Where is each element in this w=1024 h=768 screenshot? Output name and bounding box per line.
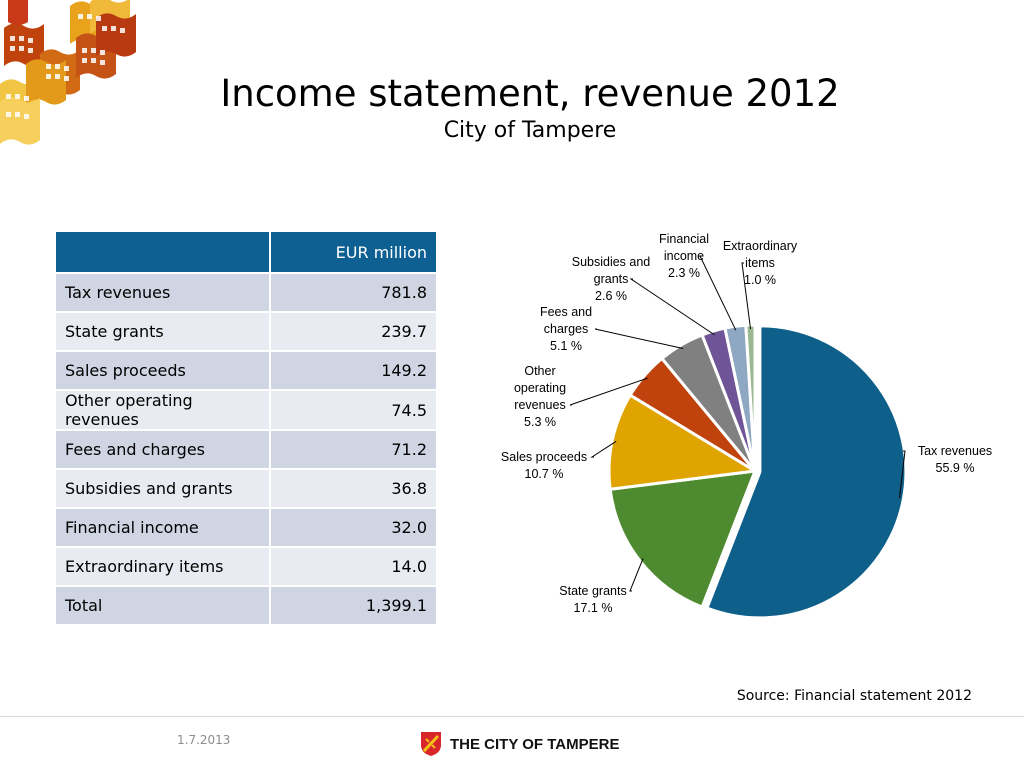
revenue-table: EUR million Tax revenues 781.8 State gra… [54, 230, 438, 626]
table-row: State grants 239.7 [54, 311, 438, 352]
pie-leader-line [629, 558, 644, 592]
row-value: 32.0 [269, 507, 438, 548]
row-label: Fees and charges [54, 429, 271, 470]
row-label: Tax revenues [54, 272, 271, 313]
pie-data-label: State grants 17.1 % [559, 584, 626, 615]
table-row: Other operating revenues 74.5 [54, 389, 438, 431]
pie-data-label: Financial income 2.3 % [659, 232, 709, 280]
row-label: Total [54, 585, 271, 626]
pie-leader-line [898, 450, 906, 499]
table-row: Tax revenues 781.8 [54, 272, 438, 313]
pie-data-label: Other operating revenues 5.3 % [514, 364, 566, 429]
pie-data-label: Extraordinary items 1.0 % [723, 239, 798, 287]
row-label: State grants [54, 311, 271, 352]
table-row-total: Total 1,399.1 [54, 585, 438, 626]
pie-leader-line [569, 377, 648, 406]
row-value: 14.0 [269, 546, 438, 587]
table-header-unit: EUR million [269, 230, 438, 274]
pie-leader-line [594, 328, 684, 350]
pie-leader-line [699, 255, 737, 331]
row-label: Subsidies and grants [54, 468, 271, 509]
table-row: Financial income 32.0 [54, 507, 438, 548]
pie-leader-line [741, 262, 752, 330]
footer-date: 1.7.2013 [177, 733, 231, 747]
city-pattern-logo [0, 0, 136, 145]
revenue-pie-chart: Tax revenues 55.9 % State grants 17.1 % Sale… [501, 232, 992, 620]
pie-data-label: Tax revenues 55.9 % [918, 444, 992, 475]
page-title: Income statement, revenue 2012 [220, 72, 840, 115]
row-value: 71.2 [269, 429, 438, 470]
table-row: Fees and charges 71.2 [54, 429, 438, 470]
pie-slice [705, 324, 908, 620]
row-label: Extraordinary items [54, 546, 271, 587]
brand-name: THE CITY OF TAMPERE [450, 735, 620, 753]
table-header-row: EUR million [54, 230, 438, 274]
row-label: Sales proceeds [54, 350, 271, 391]
row-label: Other operating revenues [54, 389, 271, 431]
footer-brand: THE CITY OF TAMPERE [420, 731, 619, 757]
pie-leader-line [590, 440, 617, 458]
row-value: 149.2 [269, 350, 438, 391]
pie-slice [608, 469, 758, 610]
pie-leader-line [629, 278, 715, 336]
table-row: Subsidies and grants 36.8 [54, 468, 438, 509]
footer-divider [0, 716, 1024, 717]
page-subtitle: City of Tampere [443, 118, 617, 143]
row-value: 781.8 [269, 272, 438, 313]
table-row: Extraordinary items 14.0 [54, 546, 438, 587]
tampere-crest-icon [421, 732, 441, 756]
row-value: 1,399.1 [269, 585, 438, 626]
title-block: Income statement, revenue 2012 City of T… [0, 72, 1024, 146]
row-value: 36.8 [269, 468, 438, 509]
row-label: Financial income [54, 507, 271, 548]
row-value: 74.5 [269, 389, 438, 431]
pie-data-label: Sales proceeds 10.7 % [501, 450, 587, 481]
row-value: 239.7 [269, 311, 438, 352]
table-row: Sales proceeds 149.2 [54, 350, 438, 391]
table-header-empty [54, 230, 271, 274]
source-note: Source: Financial statement 2012 [736, 688, 972, 704]
pie-data-label: Fees and charges 5.1 % [540, 305, 592, 353]
pie-slice [607, 393, 760, 491]
pie-data-label: Subsidies and grants 2.6 % [572, 255, 651, 303]
